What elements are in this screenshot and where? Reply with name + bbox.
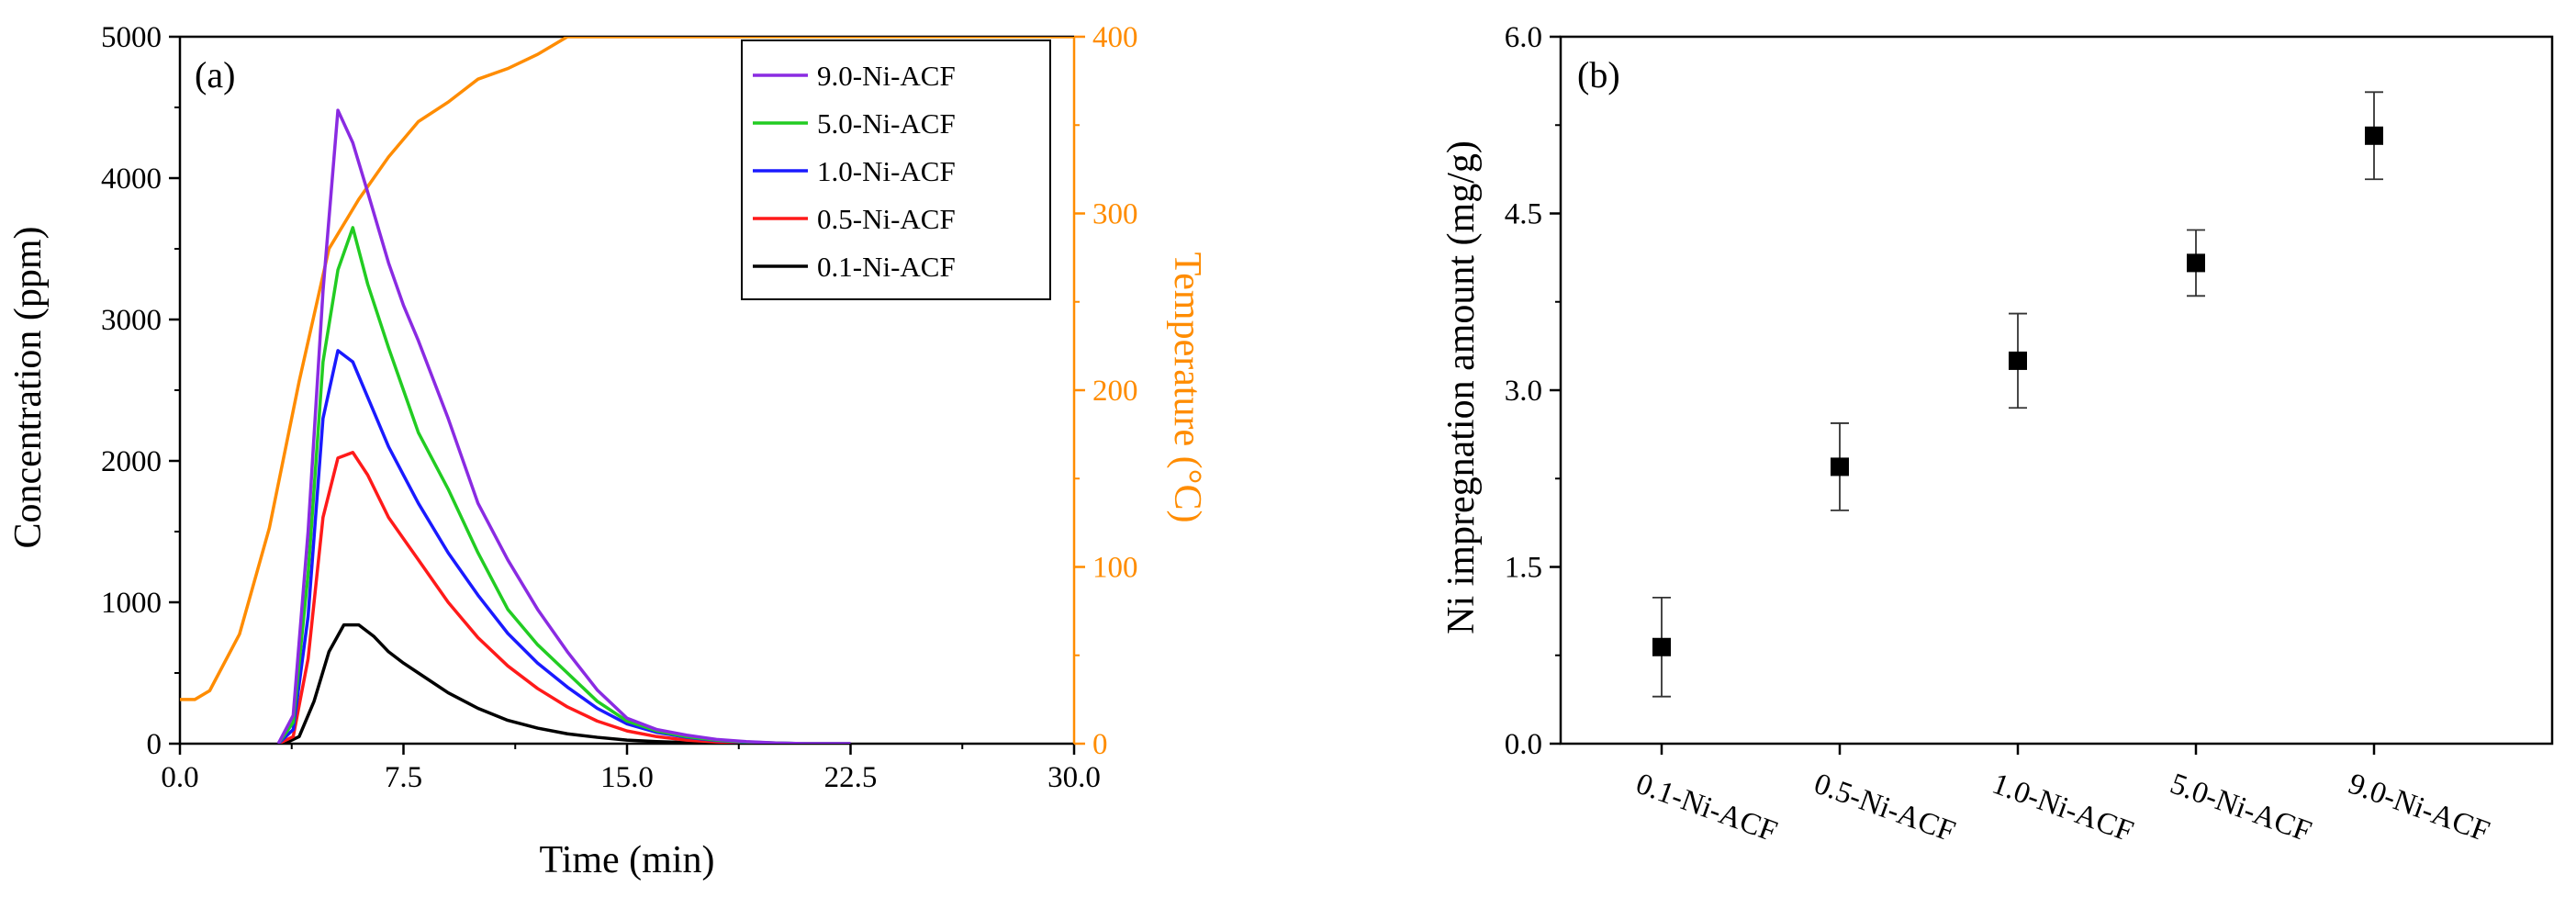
panel-b-y-tick-label: 0.0 [1505, 728, 1542, 761]
data-point-1.0-Ni-ACF [2009, 351, 2027, 370]
data-point-0.5-Ni-ACF [1831, 457, 1849, 477]
panel-a-y2-tick-label: 0 [1092, 728, 1108, 761]
data-point-5.0-Ni-ACF [2187, 253, 2205, 273]
panel-a-y2-tick-label: 400 [1092, 21, 1138, 54]
panel-a-x-tick-label: 30.0 [1047, 761, 1101, 794]
panel-b-x-tick-label: 0.1-Ni-ACF [1631, 768, 1781, 849]
data-point-9.0-Ni-ACF [2365, 126, 2383, 145]
series-line-1.0-Ni-ACF [276, 349, 851, 744]
data-point-0.1-Ni-ACF [1652, 637, 1671, 656]
panel-a-series-group [180, 37, 1074, 744]
panel-a-y-tick-label: 2000 [101, 445, 162, 478]
legend-label: 1.0-Ni-ACF [817, 155, 956, 187]
panel-b-x-tick-label: 5.0-Ni-ACF [2166, 768, 2315, 849]
legend-label: 0.1-Ni-ACF [817, 251, 956, 283]
panel-b-y-tick-label: 3.0 [1505, 375, 1542, 408]
panel-b-y-tick-label: 4.5 [1505, 198, 1542, 231]
panel-b-x-tick-label: 9.0-Ni-ACF [2344, 768, 2493, 849]
series-line-0.5-Ni-ACF [277, 451, 851, 744]
panel-b-y-tick-label: 1.5 [1505, 552, 1542, 585]
legend-label: 9.0-Ni-ACF [817, 60, 956, 92]
legend-label: 5.0-Ni-ACF [817, 107, 956, 140]
panel-b-label: (b) [1577, 54, 1620, 95]
series-line-5.0-Ni-ACF [276, 226, 851, 744]
panel-a-y2-tick-label: 300 [1092, 198, 1138, 231]
legend-label: 0.5-Ni-ACF [817, 203, 956, 235]
panel-a-x-axis-title: Time (min) [540, 839, 715, 881]
panel-a-y-tick-label: 1000 [101, 587, 162, 620]
panel-b-x-tick-label: 0.5-Ni-ACF [1809, 768, 1959, 849]
panel-a-y-tick-label: 4000 [101, 163, 162, 196]
temperature-line [180, 37, 1074, 701]
panel-a-legend: 9.0-Ni-ACF 5.0-Ni-ACF 1.0-Ni-ACF 0.5-Ni-ACF… [741, 39, 1051, 300]
panel-b-x-tick-label: 1.0-Ni-ACF [1988, 768, 2137, 849]
panel-a-y-tick-label: 3000 [101, 304, 162, 337]
panel-a-concentration-chart: 0.0 7.5 15.0 22.5 30.00100020003000400050000… [7, 21, 1208, 881]
panel-b-y-tick-label: 6.0 [1505, 21, 1542, 54]
panel-a-y-axis-title: Concentration (ppm) [7, 226, 50, 548]
series-line-9.0-Ni-ACF [276, 108, 851, 744]
panel-a-y-tick-label: 0 [147, 728, 162, 761]
series-line-0.1-Ni-ACF [283, 622, 851, 744]
panel-a-y2-tick-label: 100 [1092, 552, 1138, 585]
panel-a-x-tick-label: 22.5 [824, 761, 878, 794]
panel-b-impregnation-chart: 0.0 1.5 3.0 4.5 6.0 0.1-Ni-ACF 0.5-Ni-ACF 1.0-N… [1440, 21, 2554, 849]
panel-a-x-tick-label: 0.0 [161, 761, 198, 794]
panel-b-plot-area: 0.0 1.5 3.0 4.5 6.0 0.1-Ni-ACF 0.5-Ni-ACF 1.0-N… [1505, 21, 2554, 849]
panel-a-y-tick-label: 5000 [101, 21, 162, 54]
panel-b-y-axis-title: Ni impregnation amount (mg/g) [1440, 140, 1483, 634]
panel-a-x-tick-label: 7.5 [385, 761, 422, 794]
panel-b-frame [1559, 35, 2554, 746]
panel-a-y2-tick-label: 200 [1092, 375, 1138, 408]
panel-a-y2-axis-title: Temperature (°C) [1166, 252, 1208, 523]
panel-a-label: (a) [195, 54, 235, 95]
panel-a-x-tick-label: 15.0 [600, 761, 654, 794]
panel-a-plot-area: 0.0 7.5 15.0 22.5 30.00100020003000400050000… [101, 21, 1138, 794]
